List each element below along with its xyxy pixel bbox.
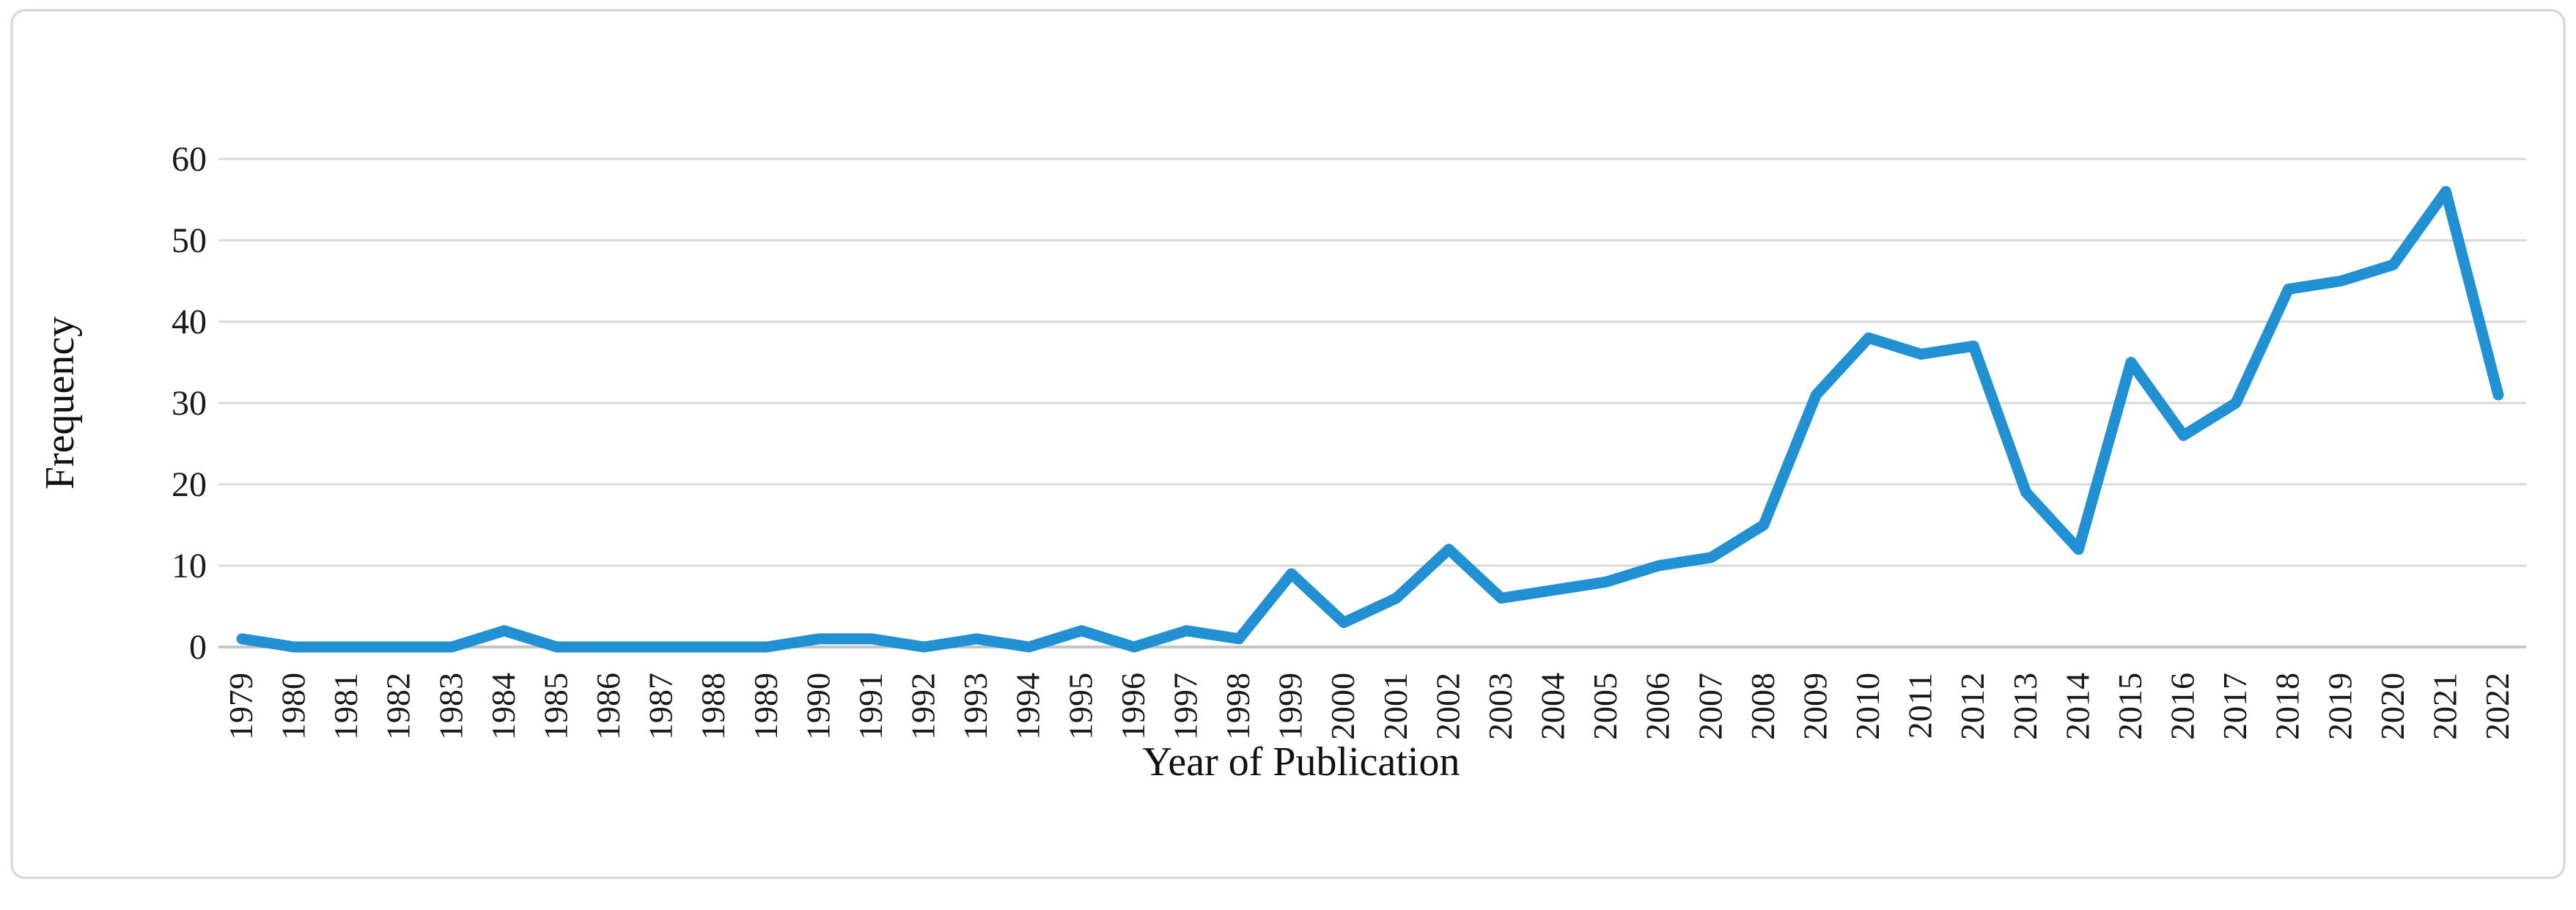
y-tick-label: 20 <box>172 465 207 504</box>
x-tick-label: 2013 <box>2006 673 2044 740</box>
y-tick-label: 30 <box>172 384 207 423</box>
x-tick-label: 2011 <box>1902 673 1939 739</box>
y-tick-label: 40 <box>172 303 207 341</box>
x-tick-label: 1993 <box>957 673 994 740</box>
x-tick-label: 1984 <box>485 673 522 740</box>
x-tick-label: 1989 <box>747 673 784 740</box>
figure-border <box>10 9 2566 879</box>
x-tick-label: 1981 <box>327 673 364 740</box>
x-tick-label: 2009 <box>1796 673 1833 740</box>
x-tick-label: 1985 <box>537 673 574 740</box>
x-tick-label: 1987 <box>642 673 680 740</box>
x-tick-label: 2003 <box>1482 673 1519 740</box>
x-tick-label: 1998 <box>1219 673 1256 740</box>
y-tick-label: 10 <box>172 547 207 585</box>
frequency-line-series <box>236 185 2504 653</box>
x-tick-label: 2021 <box>2426 673 2463 740</box>
x-tick-label: 2022 <box>2479 673 2516 740</box>
x-tick-label: 2020 <box>2374 673 2411 740</box>
x-tick-label: 2008 <box>1744 673 1781 740</box>
y-tick-label: 60 <box>172 140 207 179</box>
x-tick-label: 2000 <box>1324 673 1361 740</box>
x-tick-label: 1986 <box>589 673 627 740</box>
x-tick-label: 1980 <box>275 673 312 740</box>
x-tick-label: 2006 <box>1639 673 1677 740</box>
x-tick-label: 1990 <box>799 673 836 740</box>
x-tick-label: 2010 <box>1849 673 1886 740</box>
x-tick-label: 2004 <box>1534 673 1572 740</box>
x-tick-label: 1992 <box>905 673 942 740</box>
y-tick-label: 50 <box>172 221 207 260</box>
x-tick-label: 2018 <box>2269 673 2306 740</box>
x-tick-label: 1995 <box>1061 673 1099 740</box>
x-tick-label: 1997 <box>1166 673 1204 740</box>
x-tick-label: 1996 <box>1114 673 1152 740</box>
x-tick-label: 2012 <box>1954 673 1991 740</box>
x-tick-label: 2015 <box>2111 673 2149 740</box>
y-tick-label: 0 <box>189 628 207 667</box>
y-axis-labels: 0 10 20 30 40 50 60 <box>172 140 207 667</box>
x-tick-label: 2001 <box>1377 673 1414 740</box>
x-tick-label: 2017 <box>2216 673 2253 740</box>
x-tick-label: 1991 <box>852 673 889 740</box>
x-tick-label: 2014 <box>2058 673 2096 740</box>
x-tick-label: 2007 <box>1691 673 1729 740</box>
x-tick-label: 2016 <box>2164 673 2201 740</box>
x-tick-label: 1979 <box>222 673 260 740</box>
x-tick-label: 1988 <box>694 673 732 740</box>
x-axis-title: Year of Publication <box>1143 739 1460 785</box>
x-tick-label: 2002 <box>1429 673 1466 740</box>
y-axis-title: Frequency <box>37 317 83 489</box>
x-tick-label: 1999 <box>1272 673 1309 740</box>
x-tick-label: 1983 <box>432 673 469 740</box>
x-tick-label: 2005 <box>1586 673 1624 740</box>
x-tick-label: 1994 <box>1009 673 1047 740</box>
x-tick-label: 1982 <box>380 673 417 740</box>
x-axis-labels: 1979 1980 1981 1982 1983 1984 1985 1986 1987 1988… <box>222 673 2516 740</box>
x-tick-label: 2019 <box>2321 673 2358 740</box>
